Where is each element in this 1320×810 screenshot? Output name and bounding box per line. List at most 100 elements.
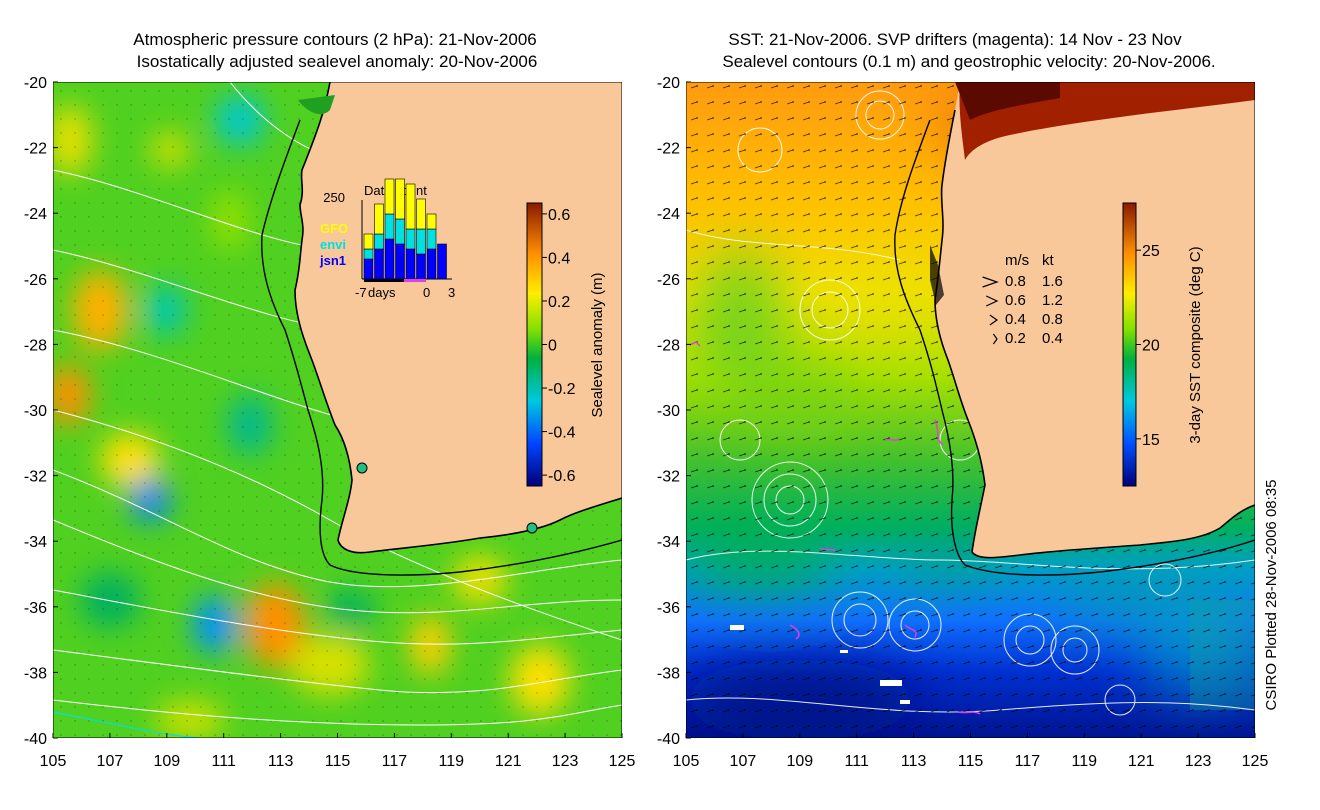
speed-kt-value: 0.4 xyxy=(1042,330,1063,347)
right-title-line1: SST: 21-Nov-2006. SVP drifters (magenta)… xyxy=(728,30,1182,49)
right-lon-tick-label: 115 xyxy=(958,753,984,770)
left-lat-tick-label: -22 xyxy=(24,141,47,158)
inset-bar xyxy=(405,228,416,250)
inset-bar xyxy=(384,238,395,280)
left-lat-tick-label: -40 xyxy=(24,731,47,748)
inset-bar xyxy=(426,213,437,230)
left-lon-tick-label: 113 xyxy=(268,753,294,770)
right-lon-tick-label: 105 xyxy=(673,753,700,770)
inset-y-tick: 250 xyxy=(323,190,345,205)
left-panel: Atmospheric pressure contours (2 hPa): 2… xyxy=(53,30,622,738)
left-lon-tick-label: 119 xyxy=(439,753,465,770)
plot-credit: CSIRO Plotted 28-Nov-2006 08:35 xyxy=(1263,480,1280,711)
inset-xtick-0: 0 xyxy=(423,285,430,300)
right-lon-tick-label: 111 xyxy=(845,753,869,770)
inset-bar xyxy=(363,258,374,280)
inset-bar xyxy=(363,233,374,250)
right-lon-tick-label: 125 xyxy=(1242,753,1269,770)
colorbar-tick-label: -0.4 xyxy=(548,425,576,442)
speed-legend-header-ms: m/s xyxy=(1005,252,1029,269)
colorbar-tick-label: 0.4 xyxy=(548,250,570,267)
right-lat-tick-label: -22 xyxy=(657,141,680,158)
left-lon-tick-label: 111 xyxy=(212,753,236,770)
right-lat-tick-label: -20 xyxy=(657,75,680,92)
left-lon-tick-label: 123 xyxy=(552,753,579,770)
inset-bar xyxy=(374,233,384,250)
right-lat-tick-label: -26 xyxy=(657,272,680,289)
left-lat-tick-label: -38 xyxy=(24,665,47,682)
speed-arrow-icon xyxy=(982,276,999,288)
right-lon-tick-label: 107 xyxy=(730,753,757,770)
left-lon-tick-label: 115 xyxy=(325,753,351,770)
left-lon-tick-label: 109 xyxy=(153,753,180,770)
inset-bar xyxy=(405,183,416,230)
data-count-inset: Data count 250 -7 days 0 3 GFO envi jsn1 xyxy=(319,178,455,300)
right-lon-tick-label: 121 xyxy=(1128,753,1155,770)
inset-bar xyxy=(384,213,395,240)
left-lon-tick-label: 117 xyxy=(382,753,408,770)
speed-legend-header-kt: kt xyxy=(1042,252,1055,269)
inset-bar xyxy=(395,218,405,245)
colorbar-tick-label: 25 xyxy=(1142,243,1160,260)
speed-arrow-icon xyxy=(985,295,999,307)
left-title-line2: Isostatically adjusted sealevel anomaly:… xyxy=(137,52,538,71)
right-lat-tick-label: -28 xyxy=(657,337,680,354)
colorbar-tick-label: 20 xyxy=(1142,338,1160,355)
inset-bar xyxy=(384,178,395,215)
speed-ms-value: 0.6 xyxy=(1005,292,1026,309)
right-lat-tick-label: -34 xyxy=(657,534,680,551)
right-lat-tick-label: -36 xyxy=(657,600,680,617)
legend-envi: envi xyxy=(320,237,346,252)
left-lon-tick-label: 121 xyxy=(495,753,522,770)
left-lat-tick-label: -32 xyxy=(24,469,47,486)
speed-ms-value: 0.2 xyxy=(1005,330,1026,347)
left-lat-tick-label: -20 xyxy=(24,75,47,92)
axes-ticks: 105 107 109 111 113 115 117 119 121 123 125 -20 -22 -… xyxy=(24,75,1269,770)
right-lat-tick-label: -24 xyxy=(657,206,680,223)
inset-bar xyxy=(395,243,405,280)
left-lat-tick-label: -36 xyxy=(24,600,47,617)
legend-jsn1: jsn1 xyxy=(319,253,346,268)
right-lat-tick-label: -30 xyxy=(657,403,680,420)
right-lat-tick-label: -32 xyxy=(657,469,680,486)
left-lat-tick-label: -30 xyxy=(24,403,47,420)
right-lon-tick-label: 109 xyxy=(786,753,813,770)
colorbar-tick-label: -0.6 xyxy=(548,468,576,485)
right-title-line2: Sealevel contours (0.1 m) and geostrophi… xyxy=(722,52,1215,71)
left-lat-tick-label: -24 xyxy=(24,206,47,223)
australia-land-right xyxy=(935,82,1255,558)
inset-bar xyxy=(437,243,447,280)
drifter-marker xyxy=(356,462,368,474)
inset-xtick-3: 3 xyxy=(448,285,455,300)
colorbar-tick-label: 0.6 xyxy=(548,207,570,224)
speed-ms-value: 0.4 xyxy=(1005,311,1026,328)
inset-bar xyxy=(374,203,384,235)
velocity-legend: m/s kt 0.8 1.6 0.6 1.2 0.4 0.8 0.2 0.4 xyxy=(982,252,1063,347)
speed-arrow-icon xyxy=(989,314,999,326)
colorbar-tick-label: 15 xyxy=(1142,432,1160,449)
colorbar-tick-label: 0 xyxy=(548,338,557,355)
left-title-line1: Atmospheric pressure contours (2 hPa): 2… xyxy=(133,30,536,49)
inset-bar xyxy=(426,228,437,250)
legend-gfo: GFO xyxy=(320,221,348,236)
inset-bar xyxy=(416,198,426,230)
right-lon-tick-label: 123 xyxy=(1185,753,1212,770)
left-lon-tick-label: 125 xyxy=(609,753,636,770)
sealevel-colorbar-label: Sealevel anomaly (m) xyxy=(589,272,606,417)
sst-colorbar-label: 3-day SST composite (deg C) xyxy=(1187,246,1204,443)
speed-ms-value: 0.8 xyxy=(1005,273,1026,290)
sst-colorbar: 25 20 15 3-day SST composite (deg C) xyxy=(1122,202,1204,487)
inset-xtick-days: days xyxy=(368,285,396,300)
left-lon-tick-label: 105 xyxy=(40,753,67,770)
inset-bar xyxy=(416,228,426,255)
left-lat-tick-label: -26 xyxy=(24,272,47,289)
right-lon-tick-label: 113 xyxy=(901,753,927,770)
right-lon-tick-label: 119 xyxy=(1072,753,1098,770)
inset-bar xyxy=(426,248,437,280)
inset-bar xyxy=(363,248,374,260)
inset-xtick-neg7: -7 xyxy=(355,285,367,300)
right-panel: SST: 21-Nov-2006. SVP drifters (magenta)… xyxy=(686,30,1280,738)
inset-bar xyxy=(416,253,426,280)
sst-field xyxy=(686,82,1255,738)
